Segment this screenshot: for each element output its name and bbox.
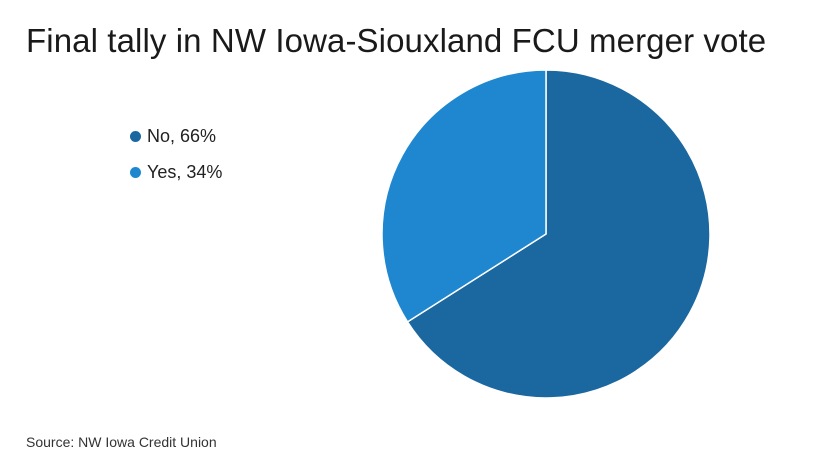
source-note: Source: NW Iowa Credit Union [26,434,217,450]
pie-slices [381,69,711,399]
chart-title: Final tally in NW Iowa-Siouxland FCU mer… [26,22,767,59]
legend-item-yes: Yes, 34% [130,154,222,190]
legend-swatch-no [130,130,141,142]
legend-label-yes: Yes, 34% [147,161,223,182]
legend: No, 66% Yes, 34% [130,118,222,190]
pie-slice-no [406,69,711,399]
legend-item-no: No, 66% [130,118,222,154]
legend-swatch-yes [130,166,141,178]
pie-slice-yes [381,69,547,323]
legend-label-no: No, 66% [147,125,217,146]
